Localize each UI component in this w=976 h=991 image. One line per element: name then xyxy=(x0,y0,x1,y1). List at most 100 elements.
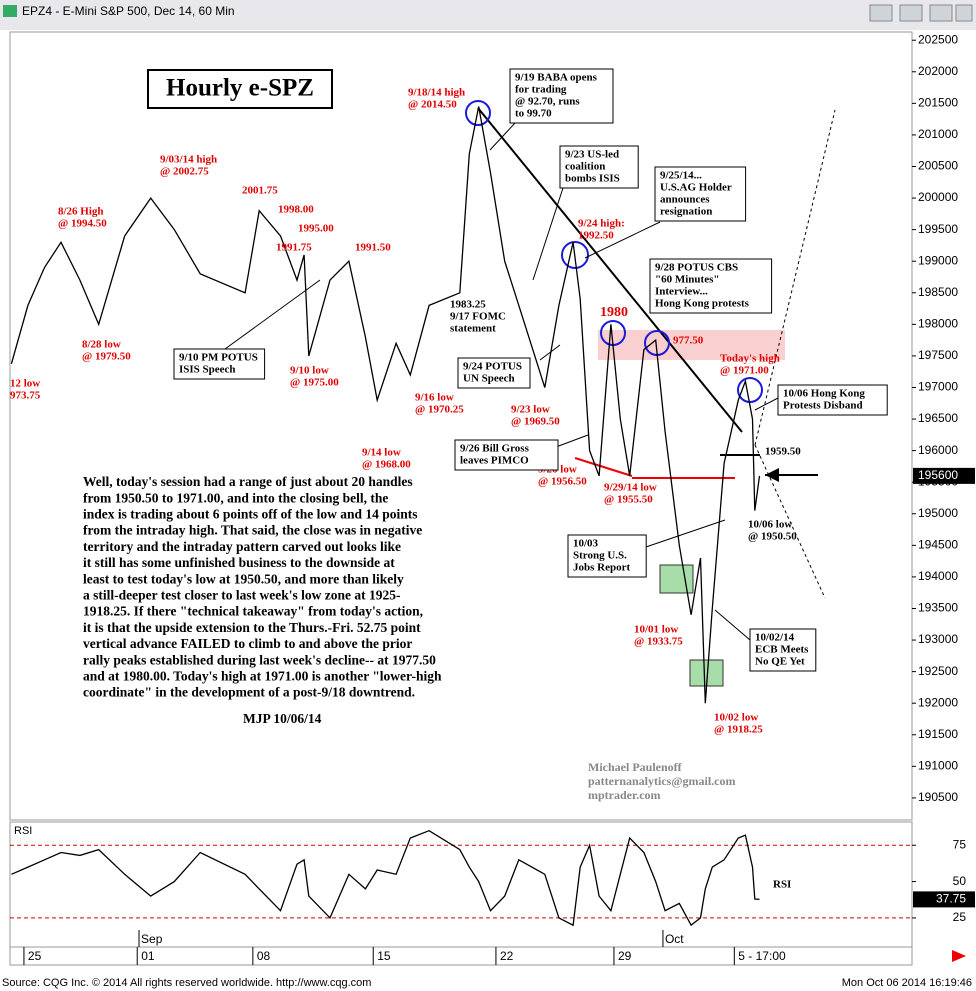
annotation: 9/10 low xyxy=(290,365,329,377)
callout-box xyxy=(173,348,266,380)
annotation: 9/18/14 high xyxy=(408,87,465,99)
support-line xyxy=(574,457,633,477)
y-tick-label: 192500 xyxy=(918,664,958,678)
annotation: 9/17 FOMC xyxy=(450,311,506,323)
y-tick-label: 198000 xyxy=(918,317,958,331)
annotation: U.S.AG Holder xyxy=(660,182,732,194)
x-axis-strip xyxy=(9,946,913,966)
annotation: 10/03 xyxy=(573,538,599,550)
annotation: statement xyxy=(450,323,496,335)
annotation: ISIS Speech xyxy=(179,364,236,376)
annotation: to 99.70 xyxy=(515,108,552,120)
annotation: @ 1970.25 xyxy=(415,404,464,416)
commentary: 1918.25. If there "technical takeaway" f… xyxy=(83,604,423,619)
annotation: @ 1979.50 xyxy=(82,351,131,363)
y-tick-label: 190500 xyxy=(918,790,958,804)
annotation: @ 92.70, runs xyxy=(515,96,580,108)
x-tick-label: 15 xyxy=(377,949,391,963)
annotation: @ 1950.50 xyxy=(748,531,797,543)
y-tick-label: 194000 xyxy=(918,569,958,583)
annotation: UN Speech xyxy=(463,373,515,385)
annotation: Hong Kong protests xyxy=(655,298,750,310)
y-tick-label: 202500 xyxy=(918,32,958,46)
support-box xyxy=(659,564,694,594)
annotation: @ 1968.00 xyxy=(362,459,411,471)
y-tick-label: 199500 xyxy=(918,222,958,236)
annotation: "60 Minutes" xyxy=(655,274,719,286)
scroll-arrow[interactable] xyxy=(952,950,966,962)
y-tick-label: 191500 xyxy=(918,727,958,741)
y-tick-label: 25 xyxy=(953,910,967,924)
y-tick-label: 196500 xyxy=(918,411,958,425)
commentary: territory and the intraday pattern carve… xyxy=(83,539,401,554)
y-tick-label: 200000 xyxy=(918,190,958,204)
month-label: Oct xyxy=(665,932,684,946)
annotation: announces xyxy=(660,194,710,206)
credit: Michael Paulenoff xyxy=(588,760,683,774)
annotation: resignation xyxy=(660,206,712,218)
commentary: and at 1980.00. Today's high at 1971.00 … xyxy=(83,668,442,683)
annotation: ECB Meets xyxy=(755,644,809,656)
legend-label: RSI xyxy=(773,879,791,891)
annotation: @ 1969.50 xyxy=(511,416,560,428)
annotation: @ 2002.75 xyxy=(160,166,209,178)
annotation: 1983.25 xyxy=(450,299,486,311)
signature: MJP 10/06/14 xyxy=(243,711,322,726)
commentary: rally peaks established during last week… xyxy=(83,652,436,667)
commentary: it is that the upside extension to the T… xyxy=(83,620,421,635)
x-tick-label: 08 xyxy=(257,949,271,963)
annotation: 9/19 BABA opens xyxy=(515,72,598,84)
price-panel xyxy=(9,31,913,821)
annotation: 1992.50 xyxy=(578,230,614,242)
trend-line xyxy=(477,107,743,433)
annotation: 10/02/14 xyxy=(755,632,795,644)
panel-title: RSI xyxy=(14,825,32,837)
resistance-zone xyxy=(598,330,785,360)
title-bar xyxy=(0,0,976,30)
annotation: @ 1933.75 xyxy=(634,636,683,648)
annotation: 9/16 low xyxy=(415,392,454,404)
footer-source: Source: CQG Inc. © 2014 All rights reser… xyxy=(2,977,371,989)
annotation: 9/10 PM POTUS xyxy=(179,352,258,364)
annotation: 9/23 low xyxy=(511,404,550,416)
window-controls[interactable] xyxy=(869,4,973,22)
x-tick-label: 25 xyxy=(28,949,42,963)
callout-box xyxy=(654,166,747,222)
x-tick-label: 22 xyxy=(500,949,514,963)
annotation: 10/06 low xyxy=(748,519,792,531)
annotation: 973.75 xyxy=(10,390,41,402)
annotation: 12 low xyxy=(10,378,40,390)
callout-box xyxy=(749,628,817,672)
y-tick-label: 193500 xyxy=(918,601,958,615)
y-tick-label: 195000 xyxy=(918,506,958,520)
annotation: 2001.75 xyxy=(242,185,278,197)
commentary: least to test today's low at 1950.50, an… xyxy=(83,571,404,586)
x-tick-label: 5 - 17:00 xyxy=(738,949,786,963)
label-box xyxy=(147,69,333,109)
last-value-label: 37.75 xyxy=(936,892,966,906)
y-tick-label: 192000 xyxy=(918,695,958,709)
annotation: Protests Disband xyxy=(783,400,863,412)
y-tick-label: 75 xyxy=(953,837,967,851)
annotation: 1995.00 xyxy=(298,223,334,235)
callout-box xyxy=(509,68,614,124)
callout-box xyxy=(777,384,888,416)
chart-subtitle: Hourly e-SPZ xyxy=(166,75,314,102)
annotation: 9/26 Bill Gross xyxy=(460,443,530,455)
annotation: 9/29/14 low xyxy=(604,482,657,494)
annotation: 10/01 low xyxy=(634,624,678,636)
annotation: leaves PIMCO xyxy=(460,455,529,467)
y-tick-label: 197000 xyxy=(918,380,958,394)
commentary: index is trading about 6 points off of t… xyxy=(83,506,418,521)
commentary: a still-deeper test closer to last week'… xyxy=(83,587,400,602)
annotation: Interview... xyxy=(655,286,708,298)
app-icon xyxy=(3,5,17,17)
annotation: 9/23 US-led xyxy=(565,149,619,161)
x-tick-label: 29 xyxy=(618,949,632,963)
commentary: coordinate" in the development of a post… xyxy=(83,685,415,700)
annotation: @ 1975.00 xyxy=(290,377,339,389)
annotation: 9/24 high: xyxy=(578,218,625,230)
commentary: from 1950.50 to 1971.00, and into the cl… xyxy=(83,490,388,505)
annotation: @ 1971.00 xyxy=(720,365,769,377)
